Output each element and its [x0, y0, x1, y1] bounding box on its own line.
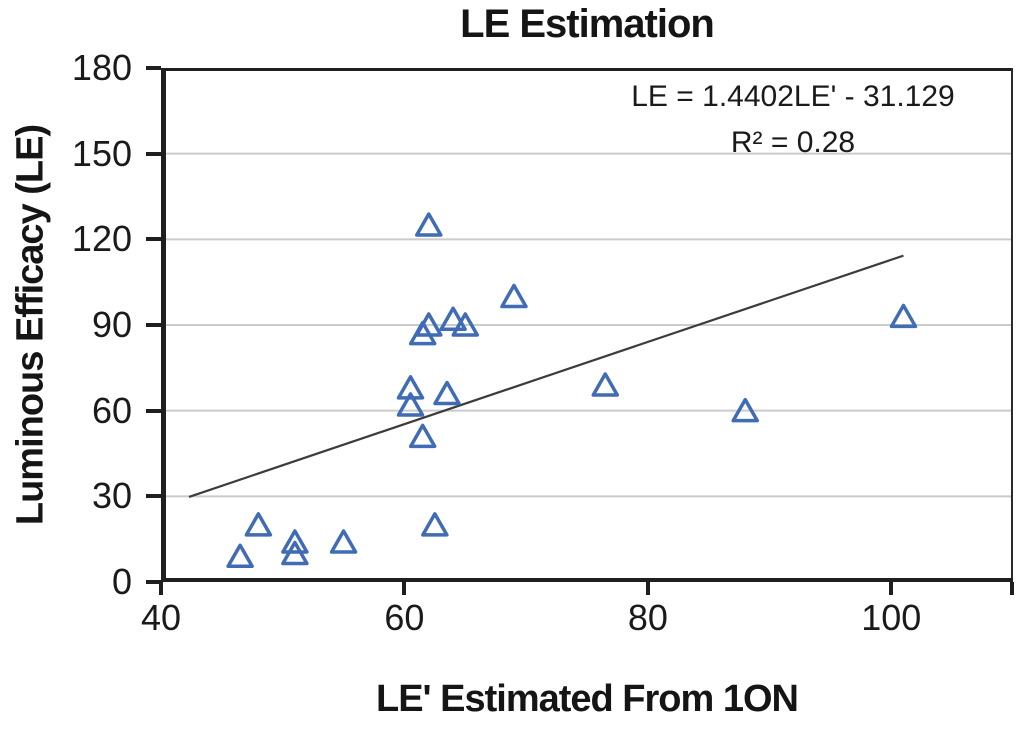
- y-tick-label-180: 180: [71, 47, 132, 88]
- scatter-marker: [415, 312, 443, 337]
- y-tick-label-60: 60: [91, 389, 132, 431]
- x-tick-mark-40: [159, 582, 163, 595]
- trendline-annotation: LE = 1.4402LE' - 31.129 R² = 0.28: [593, 74, 993, 166]
- scatter-marker: [226, 543, 254, 569]
- y-tick-label-30: 30: [91, 475, 132, 517]
- r-squared-value: R² = 0.28: [730, 126, 856, 159]
- scatter-marker: [421, 512, 449, 537]
- x-tick-mark-100: [889, 582, 894, 595]
- scatter-marker: [591, 372, 620, 397]
- y-tick-label-0: 0: [111, 561, 132, 602]
- plot-border-right: [1011, 68, 1013, 582]
- trendline: [188, 254, 904, 498]
- x-axis-title: LE' Estimated From 1ON: [375, 678, 799, 720]
- y-tick-mark-60: [146, 408, 161, 413]
- scatter-marker: [244, 512, 273, 537]
- plot-border-top: [161, 68, 1013, 71]
- scatter-marker: [396, 375, 425, 400]
- y-tick-mark-90: [146, 323, 161, 327]
- scatter-marker: [433, 380, 461, 406]
- y-tick-mark-120: [146, 237, 161, 242]
- scatter-marker: [408, 423, 437, 449]
- x-tick-mark-60: [402, 582, 407, 595]
- x-tick-mark-end: [1010, 582, 1014, 595]
- x-tick-label-100: 100: [861, 597, 922, 638]
- scatter-marker: [500, 283, 528, 309]
- plot-canvas: [161, 152, 1013, 569]
- trendline-equation: LE = 1.4402LE' - 31.129: [631, 80, 955, 113]
- y-axis-line: [161, 68, 166, 582]
- x-tick-label-80: 80: [627, 597, 668, 638]
- scatter-marker: [889, 303, 918, 329]
- x-tick-label-60: 60: [384, 597, 425, 638]
- y-tick-mark-150: [146, 151, 161, 156]
- scatter-marker: [439, 306, 467, 332]
- scatter-marker: [329, 529, 358, 554]
- x-tick-mark-80: [645, 582, 650, 595]
- y-tick-mark-30: [146, 494, 161, 499]
- y-tick-label-90: 90: [91, 304, 132, 345]
- y-tick-label-120: 120: [71, 218, 132, 260]
- chart-title: LE Estimation: [460, 2, 715, 46]
- x-axis-line: [161, 578, 1013, 582]
- scatter-marker: [731, 397, 759, 423]
- x-tick-label-40: 40: [140, 597, 182, 638]
- scatter-marker: [281, 529, 309, 554]
- scatter-marker: [415, 212, 443, 237]
- scatter-marker: [451, 312, 480, 337]
- plot-area: LE = 1.4402LE' - 31.129 R² = 0.28: [161, 68, 1013, 582]
- y-tick-label-150: 150: [71, 132, 132, 174]
- y-tick-mark-180: [146, 66, 161, 70]
- scatter-marker: [396, 392, 425, 417]
- y-tick-mark-0: [146, 580, 161, 584]
